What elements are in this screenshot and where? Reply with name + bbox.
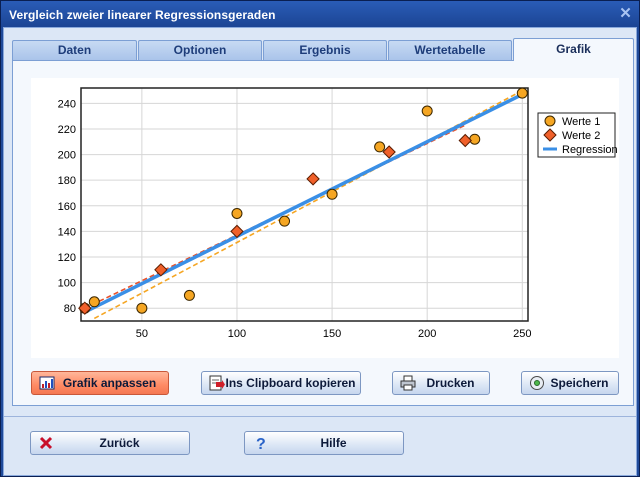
chart-settings-icon xyxy=(39,375,55,391)
point-werte2 xyxy=(382,145,396,159)
point-werte1 xyxy=(516,87,528,99)
tab-ergebnis[interactable]: Ergebnis xyxy=(263,40,387,60)
tab-daten[interactable]: Daten xyxy=(12,40,137,60)
y-tick-label: 80 xyxy=(64,303,76,315)
printer-icon xyxy=(400,375,416,391)
ins-clipboard-kopieren-button[interactable]: Ins Clipboard kopieren xyxy=(201,371,361,395)
question-mark-icon: ? xyxy=(252,435,268,453)
point-werte2 xyxy=(306,172,320,186)
tab-grafik[interactable]: Grafik xyxy=(513,38,634,61)
point-werte1 xyxy=(136,302,148,314)
title-bar: Vergleich zweier linearer Regressionsger… xyxy=(1,1,639,27)
tab-optionen[interactable]: Optionen xyxy=(138,40,262,60)
dialog-client-area: Daten Optionen Ergebnis Wertetabelle Gra… xyxy=(3,27,637,476)
window-title: Vergleich zweier linearer Regressionsger… xyxy=(9,8,276,22)
point-werte1 xyxy=(231,207,243,219)
point-werte1 xyxy=(469,133,481,145)
zurueck-label: Zurück xyxy=(99,436,140,450)
point-werte1 xyxy=(374,141,386,153)
point-werte2 xyxy=(230,224,244,239)
y-tick-label: 240 xyxy=(58,98,76,110)
legend-label: Werte 1 xyxy=(562,116,600,128)
x-tick-label: 150 xyxy=(323,328,341,340)
drucken-button[interactable]: Drucken xyxy=(392,371,490,395)
point-werte1 xyxy=(279,215,291,227)
point-werte1 xyxy=(421,105,433,117)
legend-label: Regression xyxy=(562,144,618,156)
legend-label: Werte 2 xyxy=(562,130,600,142)
svg-text:?: ? xyxy=(256,436,266,451)
y-tick-label: 140 xyxy=(58,226,76,238)
separator-line xyxy=(4,416,636,417)
tab-bar: Daten Optionen Ergebnis Wertetabelle Gra… xyxy=(12,38,634,61)
y-tick-label: 160 xyxy=(58,201,76,213)
hilfe-button[interactable]: ? Hilfe xyxy=(244,431,404,455)
close-icon[interactable]: ✕ xyxy=(619,5,632,22)
chart-container: 50 100 150 200 250 80 100 120 140 160 180 200 220 240… xyxy=(31,78,619,358)
legend-marker-werte2 xyxy=(543,128,557,142)
point-werte2 xyxy=(154,263,168,277)
point-werte1 xyxy=(326,188,338,200)
clipboard-copy-icon xyxy=(209,375,225,391)
ins-clipboard-kopieren-label: Ins Clipboard kopieren xyxy=(225,376,356,390)
grafik-anpassen-button[interactable]: Grafik anpassen xyxy=(31,371,169,395)
drucken-label: Drucken xyxy=(426,376,475,390)
y-tick-label: 180 xyxy=(58,175,76,187)
y-tick-label: 100 xyxy=(58,278,76,290)
y-tick-label: 220 xyxy=(58,124,76,136)
x-tick-label: 50 xyxy=(136,328,148,340)
legend-marker-werte1 xyxy=(544,115,556,127)
plot-frame xyxy=(80,87,529,322)
tab-wertetabelle[interactable]: Wertetabelle xyxy=(388,40,512,60)
x-tick-label: 250 xyxy=(513,328,531,340)
y-tick-label: 200 xyxy=(58,150,76,162)
regression-line xyxy=(84,92,524,314)
y-tick-label: 120 xyxy=(58,252,76,264)
grafik-panel: 50 100 150 200 250 80 100 120 140 160 180 200 220 240… xyxy=(12,60,634,406)
red-x-icon xyxy=(38,435,54,451)
disk-save-icon xyxy=(529,375,545,391)
speichern-button[interactable]: Speichern xyxy=(521,371,619,395)
speichern-label: Speichern xyxy=(550,376,609,390)
x-tick-label: 100 xyxy=(228,328,246,340)
x-tick-label: 200 xyxy=(418,328,436,340)
point-werte1 xyxy=(88,296,100,308)
zurueck-button[interactable]: Zurück xyxy=(30,431,190,455)
point-werte1 xyxy=(183,289,195,301)
hilfe-label: Hilfe xyxy=(320,436,347,450)
point-werte2 xyxy=(78,301,92,315)
grafik-anpassen-label: Grafik anpassen xyxy=(62,376,157,390)
regression-chart: 50 100 150 200 250 80 100 120 140 160 180 200 220 240… xyxy=(58,87,618,340)
point-werte2 xyxy=(458,133,472,148)
